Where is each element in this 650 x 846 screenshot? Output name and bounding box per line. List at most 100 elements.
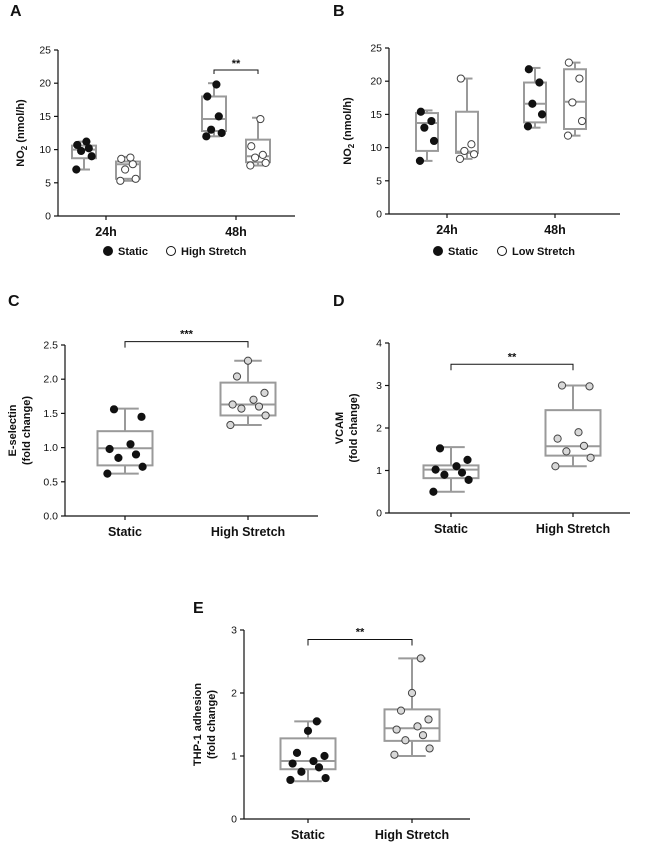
panel-a-y-label-main: NO: [15, 150, 27, 167]
panel-e-1-point: [424, 715, 433, 724]
panel-d-0-point: [463, 455, 472, 464]
panel-b-ytick-label: 15: [370, 109, 382, 121]
panel-e-1-point: [390, 750, 399, 759]
panel-e-0-point: [312, 717, 321, 726]
panel-e-1-point: [413, 722, 422, 731]
panel-b-1-1-point: [563, 131, 573, 140]
panel-e-1-point: [401, 736, 410, 745]
panel-c-letter: C: [8, 293, 20, 310]
panel-e-0-point: [309, 756, 318, 766]
panel-a-1-1-point: [246, 161, 255, 170]
panel-e-ytick-label: 3: [231, 625, 237, 637]
panel-d-0-point: [464, 475, 473, 484]
panel-c-0-point: [103, 469, 112, 478]
panel-b-1-0-box: [455, 110, 479, 154]
panel-c: C 0.0 0.5 1.0 1.5 2.0 2.5 Static High Stretch E-s…: [7, 293, 318, 539]
panel-a-0-1-point: [202, 132, 211, 141]
panel-c-0-point: [114, 453, 123, 462]
panel-d-0-point: [452, 462, 461, 471]
panel-c-xtick-label: High Stretch: [211, 525, 285, 539]
panel-e-1-point: [407, 688, 417, 698]
panel-e-1-point: [396, 706, 406, 715]
panel-d-ytick-label: 1: [376, 465, 382, 477]
panel-e-ytick-label: 1: [231, 751, 237, 763]
panel-e-ytick-label: 0: [231, 814, 237, 826]
panel-a-y-label-sub: 2: [20, 145, 29, 150]
panel-b-xtick-label: 48h: [544, 223, 566, 237]
panel-e-1-box: [383, 708, 441, 742]
panel-c-ytick-label: 2.5: [43, 340, 58, 352]
panel-e-y-label-1: THP-1 adhesion: [192, 683, 204, 766]
panel-d-0-point: [429, 487, 438, 496]
panel-e-sig-label: **: [356, 626, 365, 638]
panel-d-ytick-label: 3: [376, 380, 382, 392]
panel-b-ytick-label: 20: [370, 76, 382, 88]
panel-c-sig-label: ***: [180, 329, 194, 341]
panel-b-y-label-unit: (nmol/h): [342, 97, 354, 144]
panel-d-ytick-label: 2: [376, 423, 382, 435]
panel-d-1-point: [579, 441, 589, 450]
panel-c-ytick-label: 1.5: [43, 408, 58, 420]
panel-c-1-point: [254, 402, 264, 411]
panel-e-0-point: [314, 763, 324, 772]
panel-b-legend-label: Static: [448, 246, 478, 258]
panel-e-0-point: [292, 748, 302, 757]
panel-b-0-1-point: [537, 110, 547, 119]
panel-c-1-box: [219, 381, 277, 417]
panel-a-1-0-point: [131, 174, 140, 183]
panel-a-0-1-point: [212, 80, 221, 89]
panel-c-0-point: [138, 462, 147, 471]
panel-b-0-1-point: [524, 65, 533, 74]
panel-c-1-point: [237, 404, 246, 413]
panel-b-1-0-point: [455, 154, 465, 163]
panel-a-1-1-point: [247, 142, 256, 151]
panel-a-legend-marker: [166, 246, 176, 256]
panel-b: B 0 5 10 15 20 25 24h 48h NO2 (nmol/h) Static Low S…: [333, 3, 620, 258]
panel-c-0-point: [131, 450, 141, 459]
panel-e-ytick-label: 2: [231, 688, 237, 700]
panel-d-1-point: [551, 462, 560, 471]
panel-a-1-0-point: [117, 154, 126, 163]
panel-d-0-point: [431, 465, 440, 474]
panel-d-1-box: [544, 409, 602, 457]
panel-a: A 0 5 10 15 20 25 24h 48h NO2 (nmol/h) Static High …: [10, 3, 295, 258]
panel-d-letter: D: [333, 293, 345, 310]
panel-d-0-point: [457, 468, 467, 477]
panel-d-y-label-1: VCAM: [334, 412, 346, 444]
panel-b-ytick-label: 0: [376, 209, 382, 221]
panel-a-1-0-point: [121, 165, 130, 174]
panel-e-1-point: [416, 654, 425, 663]
panel-b-legend-marker: [433, 246, 443, 256]
panel-a-1-0-point: [128, 160, 137, 169]
panel-a-1-0-point: [126, 153, 135, 162]
panel-e-1-point: [418, 731, 428, 740]
panel-e: E 0 1 2 3 Static High Stretch THP-1 adhesion (fo…: [192, 600, 470, 842]
panel-a-0-1-point: [214, 112, 223, 121]
panel-a-0-0-point: [87, 152, 96, 161]
panel-d-1-point: [557, 381, 567, 390]
panel-e-letter: E: [193, 600, 204, 617]
panel-d-1-point: [553, 434, 562, 443]
panel-d: D 0 1 2 3 4 Static High Stretch VCAM (fold change…: [333, 293, 630, 536]
panel-b-1-0-point: [456, 74, 465, 83]
panel-d-y-label-2: (fold change): [348, 393, 360, 462]
panel-b-0-1-point: [535, 78, 544, 87]
panel-b-legend-label: Low Stretch: [512, 246, 575, 258]
panel-e-0-point: [320, 751, 329, 761]
panel-a-xtick-label: 24h: [95, 225, 117, 239]
panel-a-y-label-unit: (nmol/h): [15, 99, 27, 146]
panel-a-1-1-point: [256, 114, 265, 124]
panel-c-1-point: [261, 411, 270, 420]
panel-e-y-label-2: (fold change): [206, 690, 218, 759]
panel-c-1-point: [243, 356, 253, 365]
panel-b-ytick-label: 5: [376, 175, 382, 187]
panel-a-1-1-point: [261, 158, 270, 167]
panel-c-0-point: [109, 405, 119, 414]
panel-a-legend-label: High Stretch: [181, 246, 247, 258]
panel-a-0-0-point: [82, 137, 91, 146]
panel-b-1-1-point: [564, 58, 573, 67]
panel-e-xtick-label: High Stretch: [375, 828, 449, 842]
panel-b-1-1-point: [568, 98, 577, 107]
panel-b-legend-marker: [497, 246, 507, 256]
